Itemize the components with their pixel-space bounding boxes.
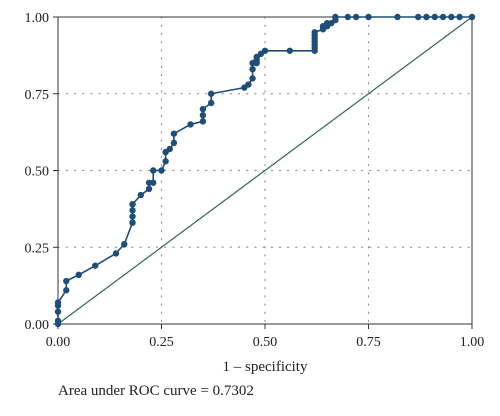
roc-point — [207, 90, 215, 97]
roc-point — [170, 139, 178, 147]
roc-point — [121, 240, 128, 248]
roc-point — [54, 308, 62, 315]
roc-point — [63, 287, 70, 294]
y-tick-label: 0.50 — [25, 165, 50, 180]
roc-point — [448, 13, 455, 21]
roc-point — [54, 317, 62, 325]
tick-marks — [53, 16, 473, 329]
x-tick-label: 0.75 — [356, 335, 381, 350]
roc-point — [439, 13, 447, 21]
y-tick-label: 0.25 — [25, 241, 50, 256]
roc-point — [344, 13, 351, 21]
roc-point — [431, 13, 438, 21]
roc-point — [261, 47, 269, 54]
roc-point — [150, 179, 157, 186]
x-tick-label: 0.50 — [253, 335, 278, 350]
roc-point — [187, 121, 194, 128]
roc-point — [150, 167, 157, 174]
roc-point — [75, 271, 82, 279]
roc-point — [63, 277, 70, 285]
roc-point — [286, 47, 294, 54]
roc-point — [199, 105, 207, 113]
roc-point — [207, 99, 215, 107]
x-axis-title: 1 – specificity — [223, 359, 308, 375]
roc-point — [158, 167, 165, 174]
y-tick-label: 0.00 — [25, 318, 50, 333]
y-tick-label: 1.00 — [25, 11, 50, 26]
roc-point — [92, 262, 99, 269]
x-tick-label: 1.00 — [460, 335, 485, 350]
roc-point — [311, 29, 318, 36]
roc-point — [249, 65, 256, 73]
roc-point — [54, 299, 62, 306]
roc-point — [394, 13, 401, 21]
reference-diagonal-line — [57, 16, 473, 325]
grid-lines — [57, 16, 473, 325]
roc-point — [112, 250, 120, 257]
roc-point — [166, 145, 173, 153]
roc-point — [423, 13, 430, 21]
tick-labels: 0.00 0.25 0.50 0.75 1.00 0.00 0.25 0.50 0.75 1.00 — [25, 11, 485, 350]
roc-point — [129, 219, 136, 226]
roc-point — [249, 75, 256, 82]
roc-point — [199, 112, 207, 119]
roc-point — [245, 81, 252, 88]
y-tick-label: 0.75 — [25, 88, 50, 103]
roc-point — [468, 13, 476, 21]
roc-point — [162, 158, 169, 165]
roc-point — [199, 118, 207, 125]
roc-point — [170, 130, 178, 137]
roc-point — [129, 201, 136, 208]
roc-point — [145, 185, 153, 193]
roc-point — [129, 207, 136, 214]
auc-annotation: Area under ROC curve = 0.7302 — [58, 383, 254, 399]
roc-point — [129, 213, 136, 220]
x-tick-label: 0.25 — [149, 335, 174, 350]
roc-point — [352, 13, 360, 21]
series-layer — [54, 13, 476, 328]
roc-point — [365, 13, 372, 21]
roc-point — [456, 13, 463, 21]
roc-point — [332, 13, 339, 21]
roc-point — [137, 191, 144, 199]
roc-point — [414, 13, 422, 21]
x-tick-label: 0.00 — [46, 335, 71, 350]
